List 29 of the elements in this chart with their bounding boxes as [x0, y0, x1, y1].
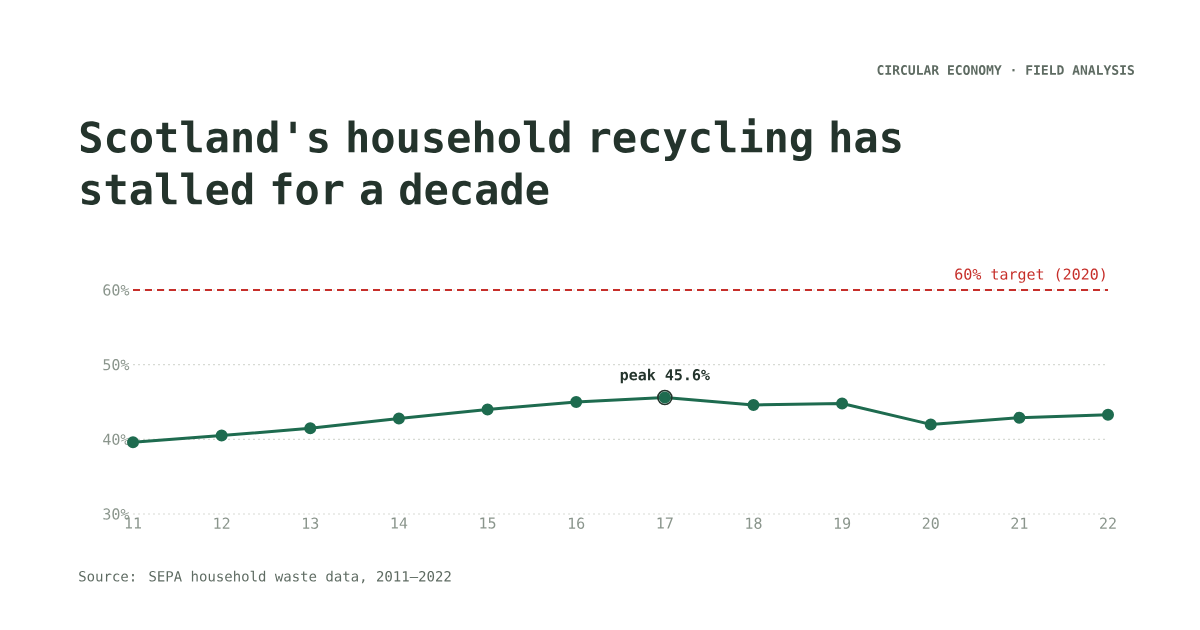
point	[1102, 408, 1115, 421]
point	[747, 398, 760, 411]
text: CIRCULAR ECONOMY · FIELD ANALYSIS	[877, 65, 1134, 75]
point	[924, 418, 937, 431]
annotation: peak 45.6%	[620, 368, 710, 384]
x-tick-label: 21	[1011, 517, 1028, 529]
y-tick-label: 40%	[103, 433, 130, 446]
point	[215, 429, 228, 442]
x-tick-label: 13	[303, 517, 319, 529]
x-tick-label: 20	[922, 517, 939, 529]
y-tick-label: 50%	[103, 359, 130, 371]
point	[392, 412, 405, 425]
source-note: Source: SEPA household waste data, 2011–2022	[79, 570, 451, 584]
point	[836, 397, 849, 410]
x-tick-label: 14	[391, 517, 408, 529]
x-tick-label: 16	[568, 517, 585, 529]
x-tick-label: 22	[1100, 517, 1116, 529]
point	[1013, 411, 1026, 424]
ref-line-label: 60% target (2020)	[955, 268, 1105, 283]
point	[304, 422, 317, 435]
point	[570, 396, 583, 409]
chart-title: Scotland's household recycling has stalled for a decade	[80, 118, 901, 205]
x-tick-label: 17	[657, 517, 673, 529]
x-tick-label: 15	[480, 517, 496, 529]
y-tick-label: 60%	[103, 284, 130, 296]
point	[481, 403, 494, 416]
x-tick-label: 12	[214, 517, 230, 529]
x-tick-label: 19	[834, 517, 851, 529]
x-tick-label: 18	[746, 517, 762, 529]
